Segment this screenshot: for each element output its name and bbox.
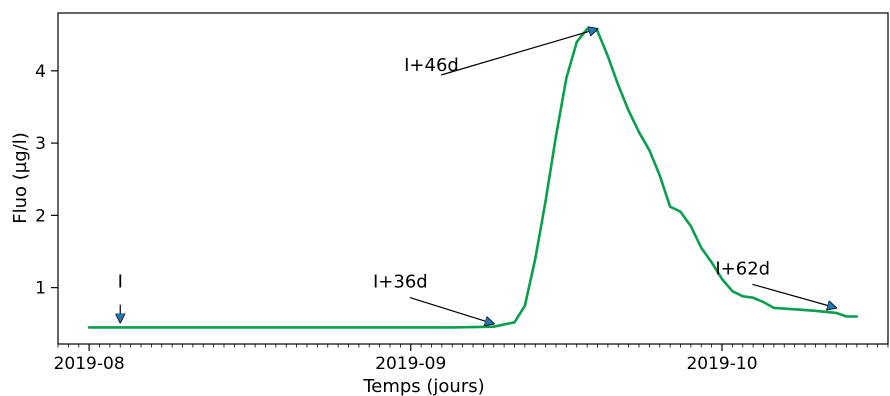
y-tick-label: 1 [35, 279, 46, 299]
annotations: I I+36d I+46d I+62d [118, 29, 837, 324]
x-tick-label: 2019-10 [686, 354, 757, 374]
x-tick-label: 2019-08 [54, 354, 125, 374]
x-axis-label: Temps (jours) [362, 376, 484, 396]
x-major-ticks: 2019-08 2019-09 2019-10 [54, 344, 758, 374]
plot-area [58, 13, 888, 344]
annotation-arrow [409, 297, 494, 324]
annotation-arrow [440, 29, 597, 76]
plot-frame [57, 12, 889, 345]
y-tick-label: 3 [35, 134, 46, 154]
y-ticks: 1 2 3 4 [35, 62, 58, 299]
x-tick-label: 2019-09 [375, 354, 446, 374]
y-tick-label: 2 [35, 206, 46, 226]
annotation-label: I+62d [715, 259, 770, 280]
fluo-series-line [87, 27, 859, 329]
annotation-label: I+46d [404, 55, 459, 76]
y-tick-label: 4 [35, 62, 46, 82]
annotation-label: I [118, 272, 123, 293]
annotation-label: I+36d [373, 272, 428, 293]
y-axis-label: Fluo (µg/l) [10, 132, 31, 224]
annotation-arrow [752, 283, 836, 308]
